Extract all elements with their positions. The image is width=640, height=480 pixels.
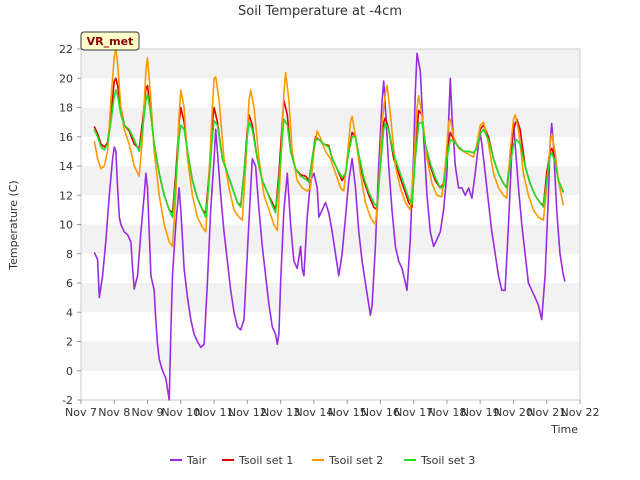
legend-label: Tair: [186, 454, 207, 467]
x-tick-label: Nov 19: [461, 406, 500, 419]
y-tick-label: 22: [59, 43, 73, 56]
x-tick-label: Nov 20: [494, 406, 533, 419]
x-tick-label: Nov 12: [228, 406, 267, 419]
x-tick-label: Nov 18: [427, 406, 466, 419]
x-tick-label: Nov 13: [261, 406, 300, 419]
y-tick-label: -2: [62, 394, 73, 407]
x-tick-label: Nov 22: [561, 406, 600, 419]
grid-bands: [81, 49, 580, 400]
x-tick-label: Nov 14: [294, 406, 333, 419]
y-tick-label: 2: [66, 336, 73, 349]
y-tick-label: 4: [66, 306, 73, 319]
x-axis-title: Time: [550, 423, 578, 436]
x-tick-label: Nov 16: [361, 406, 400, 419]
legend-label: Tsoil set 1: [238, 454, 293, 467]
grid-band: [81, 78, 580, 108]
grid-band: [81, 341, 580, 371]
chart-title: Soil Temperature at -4cm: [238, 4, 402, 19]
y-tick-label: 0: [66, 365, 73, 378]
y-tick-label: 20: [59, 72, 73, 85]
series-line-tsoil-set-3: [93, 89, 565, 218]
x-tick-label: Nov 10: [161, 406, 200, 419]
grid-band: [81, 312, 580, 342]
y-tick-label: 8: [66, 248, 73, 261]
y-tick-label: 16: [59, 131, 73, 144]
station-label: VR_met: [87, 35, 134, 48]
x-tick-label: Nov 8: [98, 406, 130, 419]
y-tick-label: 18: [59, 102, 73, 115]
x-tick-label: Nov 7: [65, 406, 97, 419]
series-lines: [93, 48, 566, 401]
legend: Tair Tsoil set 1 Tsoil set 2 Tsoil set 3: [170, 454, 475, 467]
y-tick-label: 6: [66, 277, 73, 290]
x-tick-label: Nov 17: [394, 406, 433, 419]
station-badge: VR_met: [80, 31, 140, 51]
x-tick-label: Nov 11: [195, 406, 234, 419]
legend-label: Tsoil set 3: [420, 454, 475, 467]
y-axis-title: Temperature (C): [7, 180, 20, 270]
grid-band: [81, 107, 580, 137]
grid-band: [81, 370, 580, 400]
x-tick-label: Nov 9: [132, 406, 164, 419]
y-axis: -2 0 2 4 6 8 10 12 14 16 18 20 22: [59, 43, 81, 407]
grid-band: [81, 49, 580, 79]
x-tick-label: Nov 21: [527, 406, 566, 419]
series-line-tair: [93, 52, 566, 401]
legend-label: Tsoil set 2: [328, 454, 383, 467]
x-tick-label: Nov 15: [328, 406, 367, 419]
y-tick-label: 10: [59, 219, 73, 232]
grid-band: [81, 224, 580, 254]
grid-band: [81, 283, 580, 313]
y-tick-label: 12: [59, 189, 73, 202]
y-tick-label: 14: [59, 160, 73, 173]
series-line-tsoil-set-2: [93, 48, 565, 248]
